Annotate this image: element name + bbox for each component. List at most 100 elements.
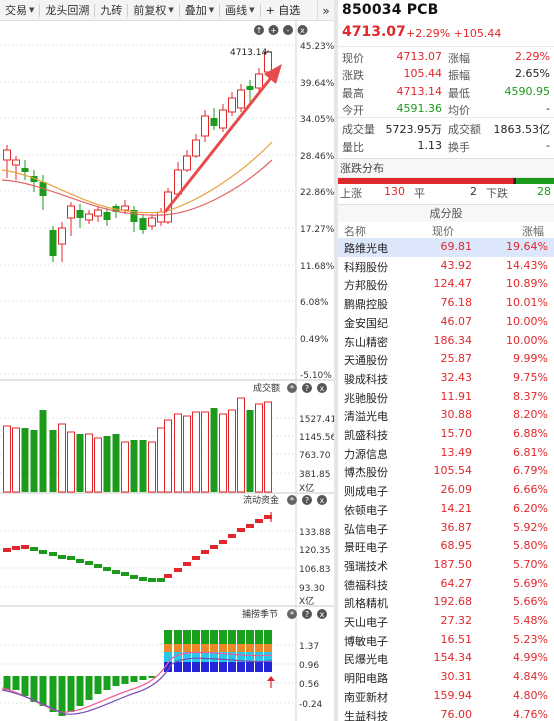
- component-name: 强瑞技术: [344, 559, 388, 573]
- price-axis-label: 34.05%: [300, 115, 334, 125]
- component-row[interactable]: 弘信电子 36.87 5.92%: [338, 519, 554, 538]
- component-name: 鹏鼎控股: [344, 298, 388, 312]
- candle-body: [76, 210, 84, 218]
- header-name[interactable]: 名称: [344, 225, 366, 238]
- header-change[interactable]: 涨幅: [522, 225, 544, 238]
- component-row[interactable]: 凯盛科技 15.70 6.88%: [338, 425, 554, 444]
- drawing-menu[interactable]: 画线 ▼: [220, 0, 259, 21]
- adjust-menu[interactable]: 前复权 ▼: [128, 0, 178, 21]
- component-row[interactable]: 强瑞技术 187.50 5.70%: [338, 556, 554, 575]
- component-name: 则成电子: [344, 485, 388, 499]
- quote-label: 涨跌: [342, 69, 364, 82]
- trade-menu[interactable]: 交易 ▼: [0, 0, 39, 21]
- component-price: 11.91: [440, 389, 473, 403]
- candle-body: [210, 118, 218, 126]
- component-row[interactable]: 科翔股份 43.92 14.43%: [338, 257, 554, 276]
- add-watchlist-button[interactable]: + 自选: [261, 0, 306, 21]
- chart-area[interactable]: 45.23% 39.64% 34.05% 28.46% 22.86% 17.27% 11.6…: [0, 21, 334, 721]
- season-stack-bar: [210, 644, 218, 652]
- component-row[interactable]: 路维光电 69.81 19.64%: [338, 238, 554, 257]
- component-price: 186.34: [433, 333, 473, 347]
- component-row[interactable]: 凯格精机 192.68 5.66%: [338, 593, 554, 612]
- season-stack-bar: [264, 662, 272, 672]
- header-price[interactable]: 现价: [432, 225, 454, 238]
- close-icon-glyph: x: [320, 496, 325, 505]
- component-change: 5.48%: [513, 614, 548, 627]
- season-stack-bar: [228, 644, 236, 652]
- gear-icon: [287, 495, 297, 505]
- season-stack-bar: [264, 644, 272, 652]
- component-row[interactable]: 天通股份 25.87 9.99%: [338, 350, 554, 369]
- component-row[interactable]: 明阳电路 30.31 4.84%: [338, 668, 554, 687]
- flow-mark: [39, 550, 47, 554]
- component-price: 105.54: [433, 464, 473, 478]
- candle-body: [219, 109, 227, 129]
- component-price: 69.81: [440, 240, 473, 253]
- component-row[interactable]: 骏成科技 32.43 9.75%: [338, 369, 554, 388]
- component-name: 民爆光电: [344, 653, 388, 667]
- season-stack-bar: [201, 662, 209, 672]
- candle-body: [228, 97, 236, 113]
- quote-label: 成交量: [342, 123, 375, 136]
- overlay-menu-label: 叠加: [184, 4, 207, 17]
- flow-mark: [139, 577, 147, 581]
- season-stack-bar: [174, 652, 182, 662]
- season-stack-bar: [255, 662, 263, 672]
- candle-body: [139, 218, 147, 230]
- component-row[interactable]: 金安国纪 46.07 10.00%: [338, 313, 554, 332]
- toolbar-divider: [39, 3, 41, 17]
- season-neg-bar: [139, 676, 147, 680]
- season-neg-bar: [103, 676, 111, 690]
- component-row[interactable]: 兆驰股份 11.91 8.37%: [338, 388, 554, 407]
- component-row[interactable]: 民爆光电 154.34 4.99%: [338, 649, 554, 668]
- flow-mark: [58, 555, 66, 559]
- component-row[interactable]: 博杰股份 105.54 6.79%: [338, 462, 554, 481]
- caret-down-icon: ▼: [29, 6, 35, 14]
- quote-value: 2.65%: [515, 67, 550, 80]
- down-count: 28: [537, 185, 551, 198]
- component-change: 10.89%: [506, 277, 548, 291]
- component-name: 兆驰股份: [344, 391, 388, 405]
- component-row[interactable]: 力源信息 13.49 6.81%: [338, 444, 554, 463]
- toolbar-divider: [178, 3, 180, 17]
- volume-bar: [201, 411, 209, 493]
- component-row[interactable]: 景旺电子 68.95 5.80%: [338, 537, 554, 556]
- component-row[interactable]: 则成电子 26.09 6.66%: [338, 481, 554, 500]
- more-icon[interactable]: »: [317, 0, 334, 21]
- component-row[interactable]: 依顿电子 14.21 6.20%: [338, 500, 554, 519]
- component-price: 36.87: [440, 520, 473, 534]
- candle-body: [246, 86, 254, 90]
- component-name: 凯盛科技: [344, 429, 388, 442]
- season-axis-label: -0.24: [299, 700, 323, 710]
- price-axis-label: 17.27%: [300, 225, 334, 235]
- component-row[interactable]: 博敏电子 16.51 5.23%: [338, 631, 554, 650]
- quote-value: 5723.95万: [385, 123, 443, 136]
- zoom-out-icon-glyph: -: [287, 26, 290, 35]
- component-row[interactable]: 方邦股份 124.47 10.89%: [338, 275, 554, 294]
- component-price: 15.70: [440, 427, 473, 440]
- flow-mark: [30, 547, 38, 551]
- component-change: 8.20%: [513, 408, 548, 422]
- component-row[interactable]: 东山精密 186.34 10.00%: [338, 332, 554, 351]
- flow-mark: [228, 534, 236, 538]
- overlay-menu[interactable]: 叠加 ▼: [180, 0, 219, 21]
- volume-bar: [164, 419, 172, 493]
- leader-backtrack-button[interactable]: 龙头回溯: [40, 0, 94, 21]
- quote-panel: 850034 PCB 4713.07 +2.29% +105.44 现价 4713…: [338, 0, 554, 721]
- component-row[interactable]: 天山电子 27.32 5.48%: [338, 612, 554, 631]
- component-change: 6.20%: [513, 501, 548, 515]
- candle-body: [237, 89, 245, 109]
- component-row[interactable]: 德福科技 64.27 5.69%: [338, 575, 554, 594]
- component-row[interactable]: 鹏鼎控股 76.18 10.01%: [338, 294, 554, 313]
- season-stack-bar: [164, 662, 172, 672]
- gear-icon: [287, 609, 297, 619]
- flow-mark: [210, 545, 218, 549]
- panel-divider[interactable]: [334, 0, 338, 721]
- component-row[interactable]: 生益科技 76.00 4.76%: [338, 706, 554, 721]
- flow-mark: [49, 552, 57, 556]
- component-row[interactable]: 南亚新材 159.94 4.80%: [338, 687, 554, 706]
- component-row[interactable]: 清溢光电 30.88 8.20%: [338, 406, 554, 425]
- nine-brick-button[interactable]: 九砖: [95, 0, 127, 21]
- season-stack-bar: [201, 644, 209, 652]
- toolbar-divider: [219, 3, 221, 17]
